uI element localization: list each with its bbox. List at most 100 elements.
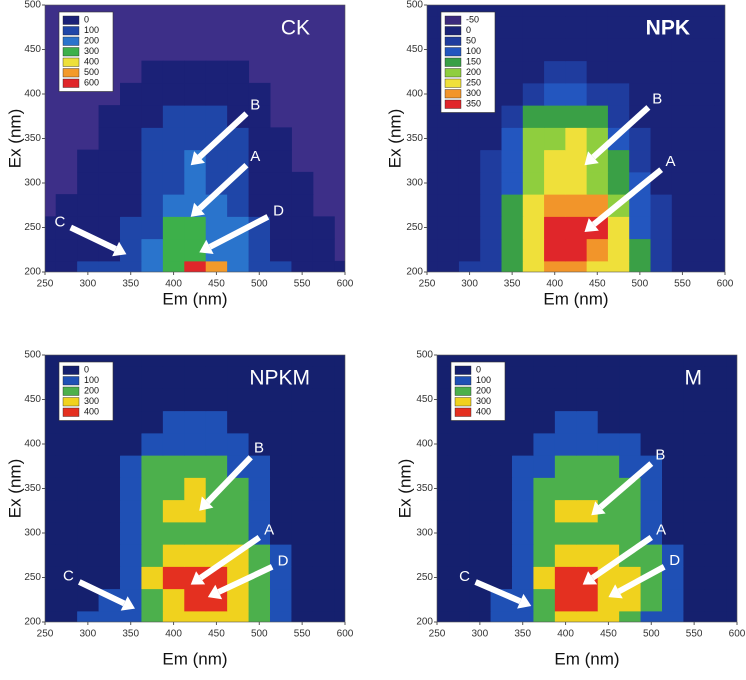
arrow-head [517,593,532,609]
contour-cell [270,216,292,240]
x-tick-label: 450 [589,279,606,290]
legend-label: 50 [466,36,476,46]
contour-cell [312,588,335,612]
x-tick-label: 450 [208,629,225,640]
contour-cell [184,82,207,106]
contour-cell [629,38,651,62]
contour-cell [437,366,449,389]
contour-cell [714,127,725,151]
contour-cell [77,588,100,612]
contour-cell [714,149,725,173]
contour-cell [98,171,121,195]
contour-cell [141,432,164,456]
contour-cell [270,366,292,389]
contour-cell [533,499,556,523]
contour-cell [334,366,345,389]
x-tick-label: 250 [37,629,54,640]
contour-cell [650,260,673,272]
contour-cell [671,105,694,128]
contour-cell [544,194,566,217]
contour-cell [554,366,577,389]
x-tick-label: 550 [294,629,311,640]
contour-cell [291,499,314,523]
contour-cell [512,410,534,434]
arrow-head [582,571,598,585]
contour-cell [184,171,207,195]
contour-cell [490,455,513,478]
contour-cell [45,588,57,612]
contour-cell [683,432,706,456]
contour-cell [662,432,684,456]
contour-cell [120,127,142,151]
contour-cell [334,260,345,272]
contour-cell [640,388,663,412]
contour-cell [565,171,588,195]
contour-cell [607,238,630,262]
y-tick-label: 450 [406,44,423,55]
contour-cell [619,355,642,367]
y-axis-label: Ex (nm) [385,109,404,169]
contour-cell [565,127,588,151]
contour-cell [184,60,207,84]
legend-label: 400 [476,407,491,417]
chart-title: CK [281,17,310,40]
x-tick-label: 550 [686,629,703,640]
contour-cell [544,38,566,62]
contour-cell [291,260,314,272]
contour-cell [205,149,228,173]
contour-cell [490,499,513,523]
chart-title: M [685,367,703,390]
annotation-arrow [197,162,249,211]
contour-cell [120,521,142,545]
contour-cell [270,149,292,173]
contour-cell [586,260,609,272]
legend-swatch [62,36,80,46]
annotation-label: D [278,553,289,570]
contour-cell [586,60,609,84]
contour-cell [501,38,524,62]
contour-cell [565,60,588,84]
contour-cell [55,477,78,501]
x-axis-label: Em (nm) [543,289,608,308]
panel: 250 300 350 400 450 500 550 6002002503003504004… [385,0,733,308]
contour-cell [586,171,609,195]
contour-cell [162,566,185,590]
contour-cell [597,455,620,478]
contour-cell [205,388,228,412]
contour-cell [693,171,715,195]
contour-cell [141,105,164,128]
contour-cell [55,355,78,367]
contour-cell [693,5,715,17]
contour-cell [227,499,250,523]
y-axis-label: Ex (nm) [5,109,24,169]
contour-cell [576,521,599,545]
contour-cell [162,455,185,478]
contour-cell [141,566,164,590]
contour-cell [576,388,599,412]
contour-cell [227,60,250,84]
contour-cell [291,477,314,501]
contour-cell [693,149,715,173]
y-tick-label: 350 [24,133,41,144]
contour-cell [55,610,78,622]
contour-cell [607,60,630,84]
contour-cell [162,588,185,612]
contour-cell [554,477,577,501]
contour-cell [270,171,292,195]
contour-cell [162,410,185,434]
contour-cell [77,610,100,622]
contour-cell [141,499,164,523]
contour-cell [248,588,271,612]
contour-cell [704,455,727,478]
legend-swatch [454,365,472,375]
legend-swatch [62,57,80,67]
arrow-head [591,501,606,516]
contour-cell [141,60,164,84]
contour-cell [98,455,121,478]
contour-cell [554,544,577,567]
x-tick-label: 500 [632,279,649,290]
contour-cell [650,194,673,217]
contour-cell [554,388,577,412]
contour-cell [437,216,460,240]
